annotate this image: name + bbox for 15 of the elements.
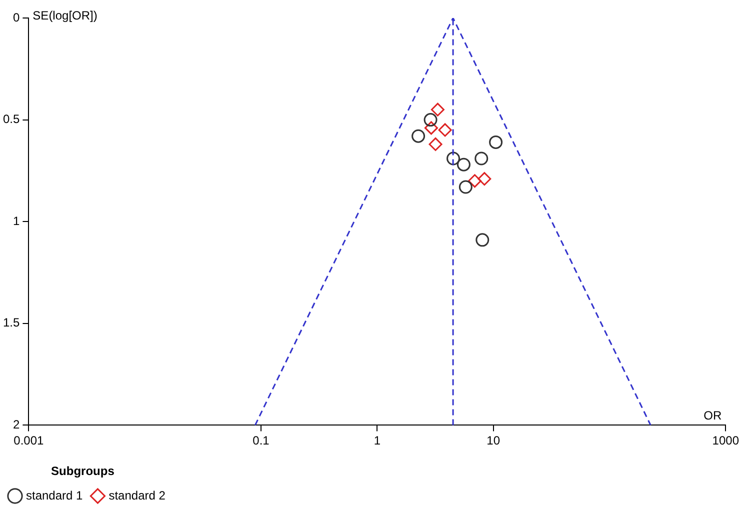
x-tick-label: 10 [486,434,500,448]
y-axis-title: SE(log[OR]) [32,8,98,22]
x-tick-label: 1 [374,434,381,448]
x-axis-title: OR [704,408,722,423]
y-tick-label: 0.5 [2,112,20,126]
y-tick-label: 1.5 [2,316,20,330]
x-tick-label: 0.001 [14,434,44,448]
y-tick-label: 1 [12,214,20,228]
x-tick-label: 1000 [712,434,740,448]
legend-label: standard 1 [26,488,84,502]
y-tick-label: 2 [12,418,20,432]
legend-title: Subgroups [51,464,115,478]
x-tick-label: 0.1 [252,434,270,448]
y-tick-label: 0 [12,10,20,24]
legend-label: standard 2 [108,488,166,502]
